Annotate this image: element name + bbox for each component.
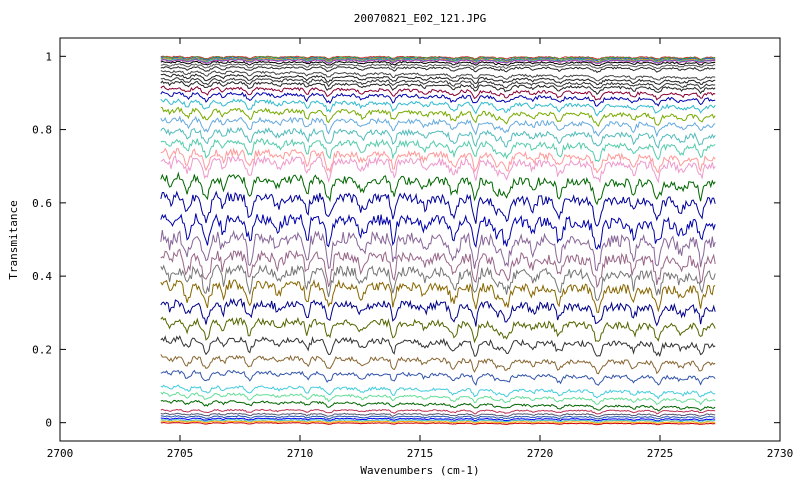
series-line — [160, 335, 716, 358]
series-line — [160, 77, 716, 91]
series-line — [160, 420, 716, 425]
series-line — [160, 415, 716, 420]
series-line — [160, 248, 716, 289]
series-line — [160, 391, 716, 406]
series-line — [160, 70, 716, 82]
series-line — [160, 137, 716, 163]
x-tick-label: 2715 — [407, 447, 434, 460]
series-line — [160, 115, 716, 138]
series-line — [160, 399, 716, 412]
y-axis-label: Transmitance — [7, 200, 20, 279]
series-line — [160, 171, 716, 206]
x-tick-label: 2720 — [527, 447, 554, 460]
x-tick-label: 2700 — [47, 447, 74, 460]
series-line — [160, 98, 716, 117]
x-axis-label: Wavenumbers (cm-1) — [360, 464, 479, 477]
y-tick-label: 0.4 — [32, 270, 52, 283]
chart-title: 20070821_E02_121.JPG — [354, 12, 486, 25]
series-line — [160, 55, 716, 60]
x-tick-label: 2725 — [647, 447, 674, 460]
y-axis: 0 0.2 0.4 0.6 0.8 1 — [32, 50, 780, 430]
series-line — [160, 384, 716, 400]
y-tick-label: 1 — [45, 50, 52, 63]
series-line — [160, 229, 716, 272]
series-line — [160, 264, 716, 302]
x-tick-label: 2705 — [167, 447, 194, 460]
series-line — [160, 58, 716, 65]
series-line — [160, 73, 716, 86]
y-tick-label: 0 — [45, 417, 52, 430]
series-line — [160, 412, 716, 418]
series-line — [160, 154, 716, 184]
series-line — [160, 354, 716, 375]
y-tick-label: 0.2 — [32, 343, 52, 356]
y-tick-label: 0.6 — [32, 197, 52, 210]
series-line — [160, 408, 716, 415]
series-line — [160, 419, 716, 423]
series-line — [160, 91, 716, 107]
series-layer — [160, 55, 716, 426]
series-line — [160, 60, 716, 67]
x-tick-label: 2710 — [287, 447, 314, 460]
series-line — [160, 190, 716, 227]
y-tick-label: 0.8 — [32, 124, 52, 137]
series-line — [160, 421, 716, 426]
series-line — [160, 147, 716, 174]
series-line — [160, 106, 716, 127]
series-line — [160, 297, 716, 327]
series-line — [160, 80, 716, 95]
series-line — [160, 56, 716, 61]
series-line — [160, 65, 716, 74]
x-axis: 2700 2705 2710 2715 2720 2725 2730 — [47, 38, 794, 460]
series-line — [160, 85, 716, 101]
series-line — [160, 213, 716, 251]
x-tick-label: 2730 — [767, 447, 794, 460]
series-line — [160, 316, 716, 344]
series-line — [160, 278, 716, 314]
series-line — [160, 417, 716, 422]
series-line — [160, 63, 716, 70]
series-line — [160, 126, 716, 149]
series-line — [160, 369, 716, 386]
